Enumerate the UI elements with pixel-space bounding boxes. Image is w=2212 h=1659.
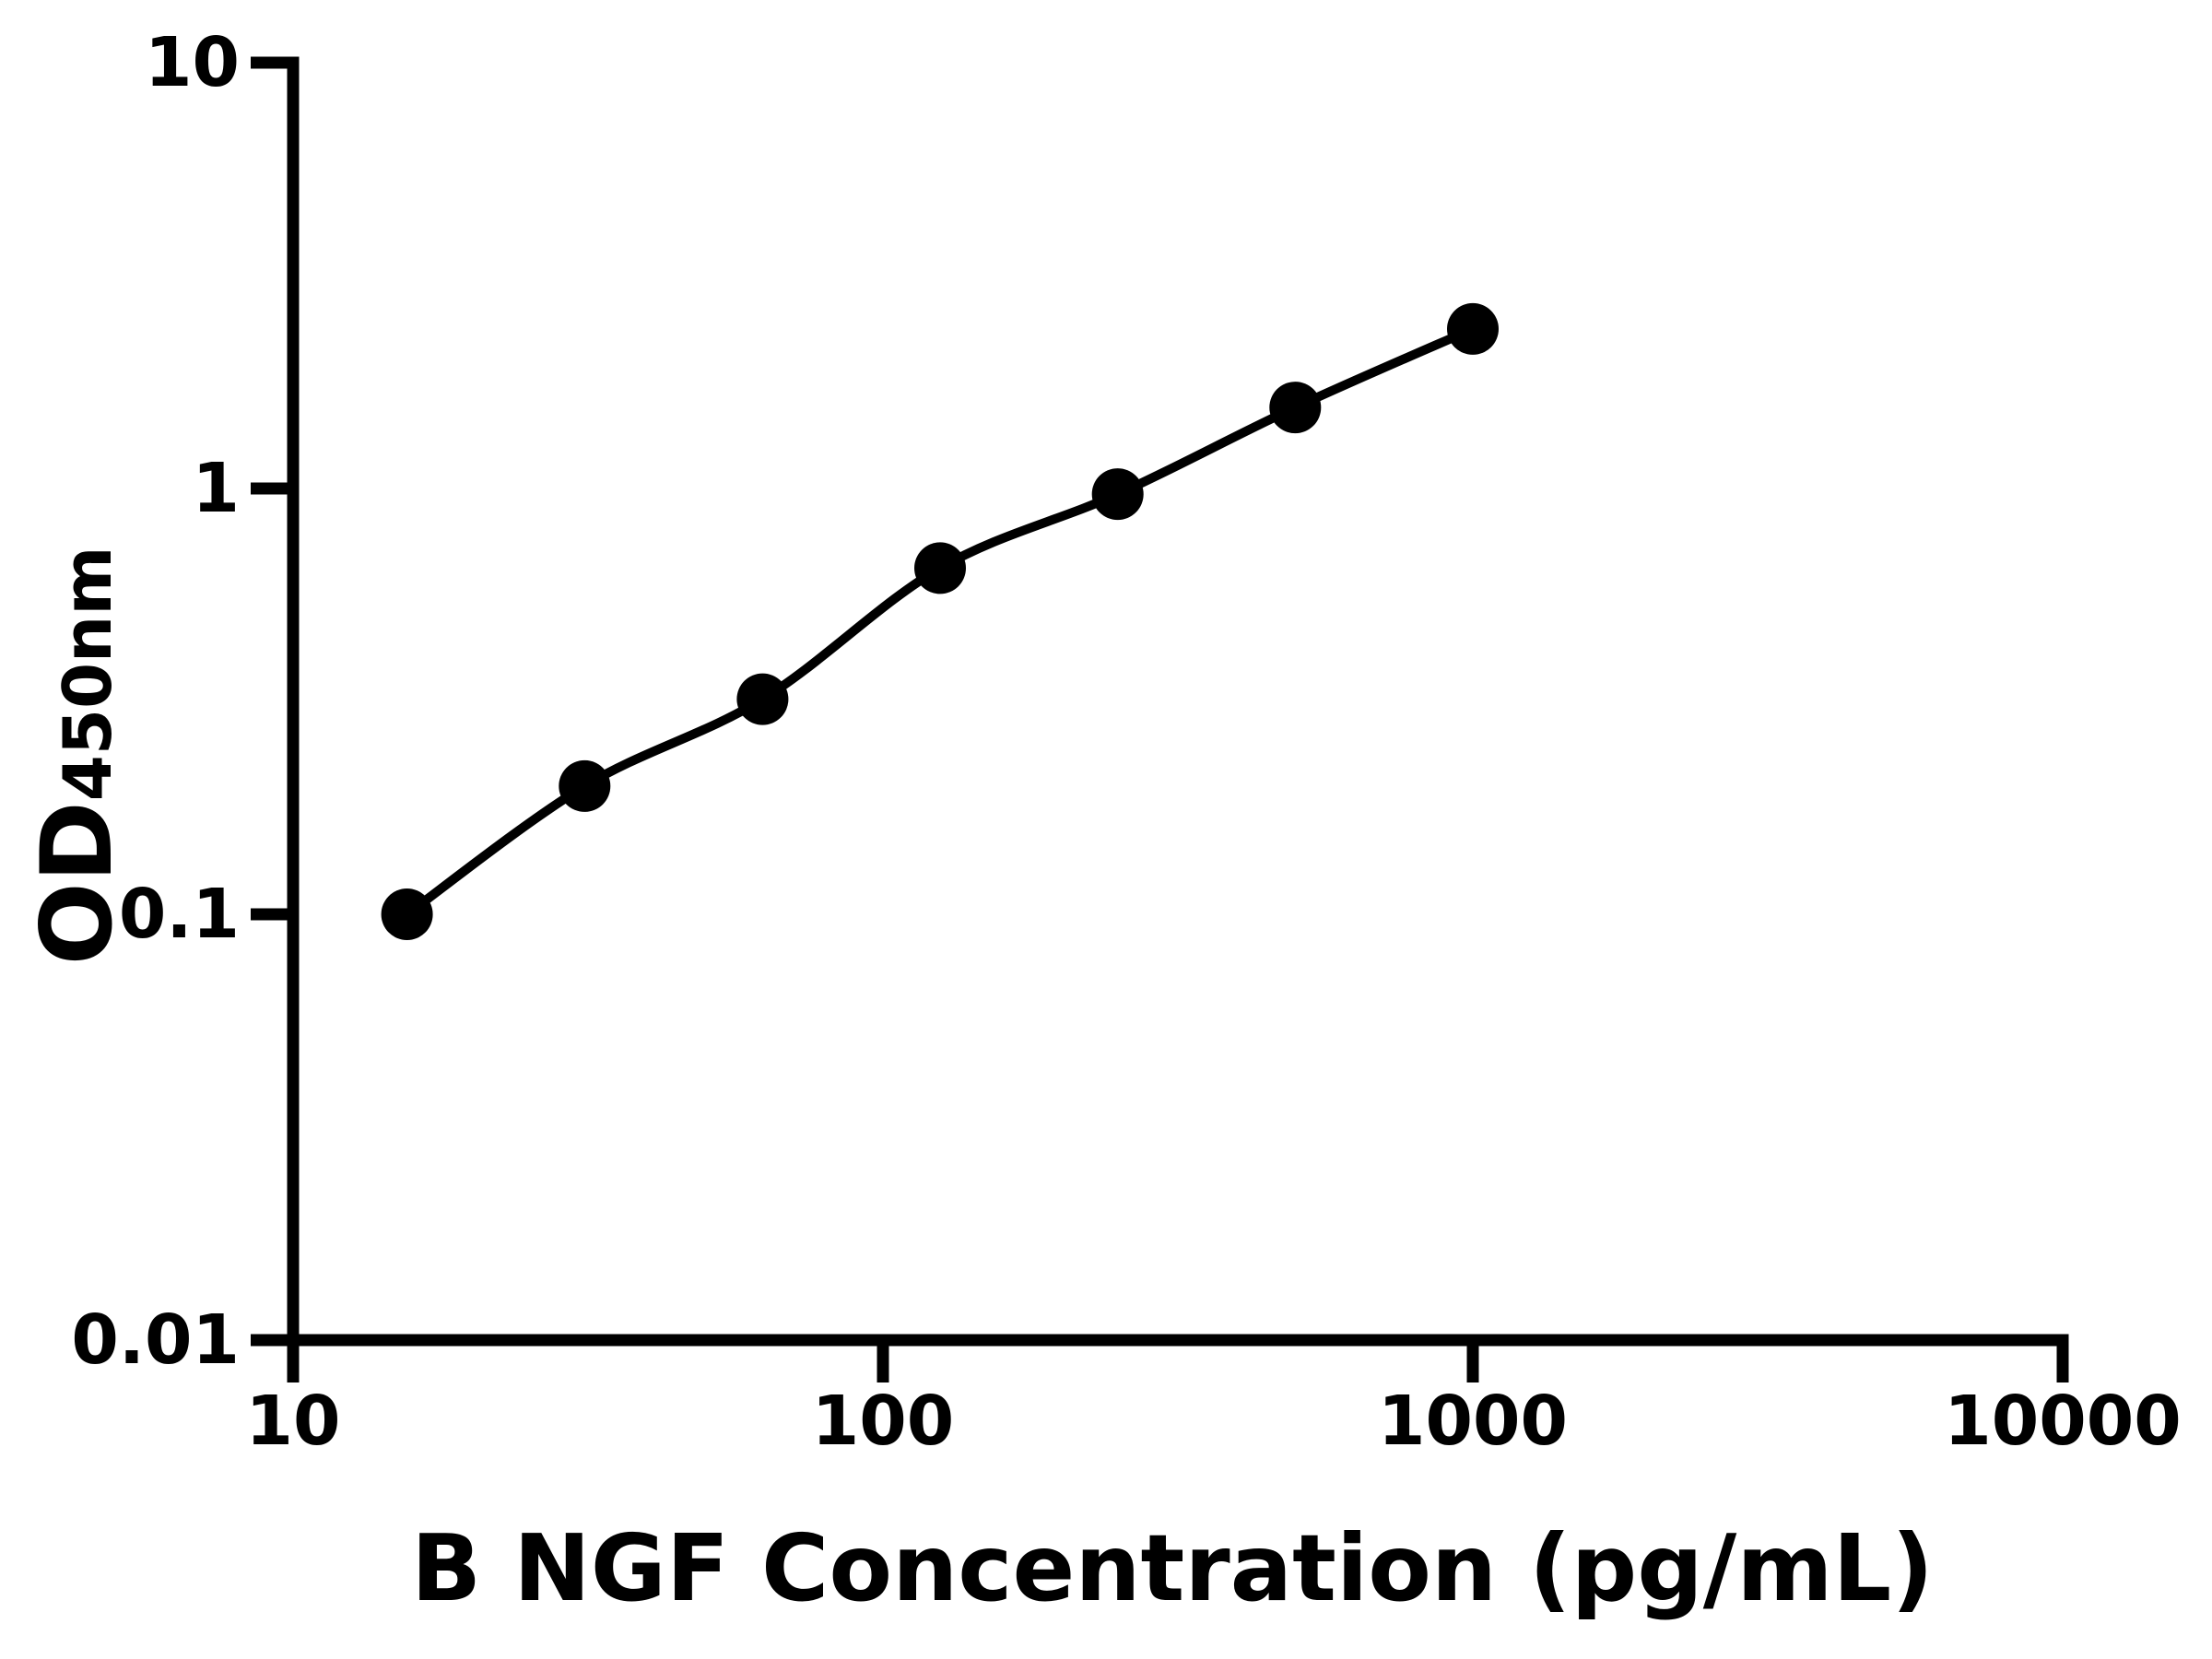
- y-axis-title: OD450nm: [20, 546, 134, 966]
- data-point: [736, 673, 789, 725]
- data-point: [1447, 302, 1499, 355]
- y-axis-spine: [251, 56, 300, 1382]
- data-point: [1269, 382, 1322, 434]
- y-tick-label: 1: [192, 449, 241, 528]
- x-axis-title: B NGF Concentration (pg/mL): [411, 1514, 1934, 1622]
- y-axis-title-sub: 450nm: [49, 546, 126, 802]
- data-point: [1091, 468, 1144, 521]
- x-tick-label: 1000: [1378, 1382, 1568, 1461]
- y-tick-label: 0.1: [118, 875, 240, 954]
- x-tick-label: 100: [811, 1382, 955, 1461]
- data-point: [559, 759, 611, 812]
- x-tick-label: 10000: [1944, 1382, 2182, 1461]
- data-point: [381, 888, 433, 940]
- data-point: [914, 542, 966, 594]
- x-axis-spine: [251, 1334, 2069, 1382]
- y-axis-title-main: OD: [20, 801, 134, 966]
- y-tick-label: 0.01: [71, 1300, 240, 1380]
- y-tick-label: 10: [145, 23, 240, 102]
- x-tick-label: 10: [245, 1382, 341, 1461]
